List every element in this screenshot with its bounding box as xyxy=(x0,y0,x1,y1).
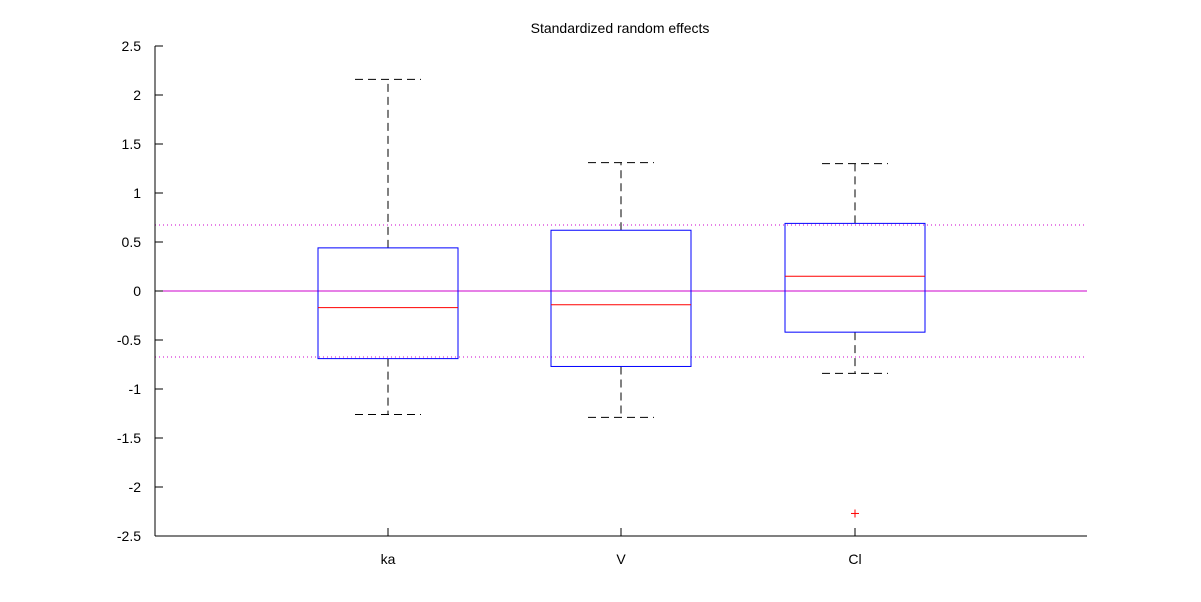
reference-lines xyxy=(155,224,1087,358)
y-tick-label: -0.5 xyxy=(117,332,141,348)
y-tick-label: -1.5 xyxy=(117,430,141,446)
y-tick-label: 1.5 xyxy=(122,136,142,152)
x-tick-label: ka xyxy=(381,551,396,567)
box-iqr xyxy=(317,247,459,360)
y-tick-label: 0.5 xyxy=(122,234,142,250)
box-ka xyxy=(317,78,459,415)
y-tick-label: 2.5 xyxy=(122,38,142,54)
y-tick-label: 1 xyxy=(133,185,141,201)
y-tick-label: -2.5 xyxy=(117,528,141,544)
x-tick-label: Cl xyxy=(848,551,861,567)
boxes-group xyxy=(317,78,926,518)
box-V xyxy=(550,162,692,418)
y-tick-label: -2 xyxy=(129,479,142,495)
box-Cl xyxy=(784,163,926,518)
y-tick-label: 0 xyxy=(133,283,141,299)
y-tick-label: 2 xyxy=(133,87,141,103)
x-tick-label: V xyxy=(616,551,626,567)
chart-title: Standardized random effects xyxy=(531,20,710,36)
y-tick-label: -1 xyxy=(129,381,142,397)
box-iqr xyxy=(550,229,692,367)
box-iqr xyxy=(784,222,926,333)
axes-group: 2.5 2 1.5 1 0.5 0 -0.5 -1 -1.5 -2 -2.5 ka V Cl xyxy=(117,38,1087,567)
